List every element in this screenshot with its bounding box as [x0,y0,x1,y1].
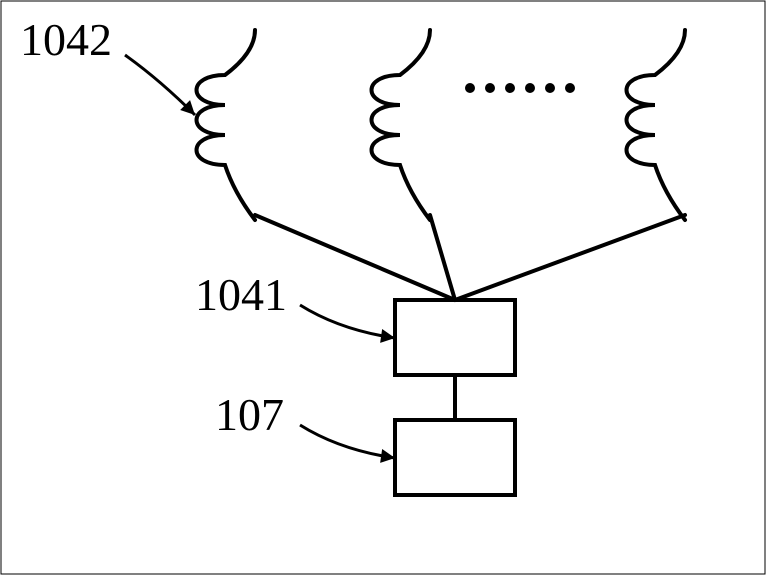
coil-symbol [372,30,431,220]
label-1041: 1041 [195,269,287,320]
leader-line [300,305,395,338]
leader-arrowhead [380,329,395,343]
ellipsis-dot [545,83,555,93]
fanout-line [455,215,685,300]
block-107 [395,420,515,495]
ellipsis-dot [505,83,515,93]
label-1042: 1042 [20,14,112,65]
ellipsis-dot [565,83,575,93]
ellipsis-dot [485,83,495,93]
ellipsis-dot [465,83,475,93]
leader-arrowhead [380,449,395,463]
block-1041 [395,300,515,375]
coil-symbol [197,30,256,220]
fanout-line [430,215,455,300]
leader-line [300,425,395,458]
ellipsis-dot [525,83,535,93]
coil-symbol [627,30,686,220]
figure-border [1,1,765,574]
label-107: 107 [215,389,284,440]
